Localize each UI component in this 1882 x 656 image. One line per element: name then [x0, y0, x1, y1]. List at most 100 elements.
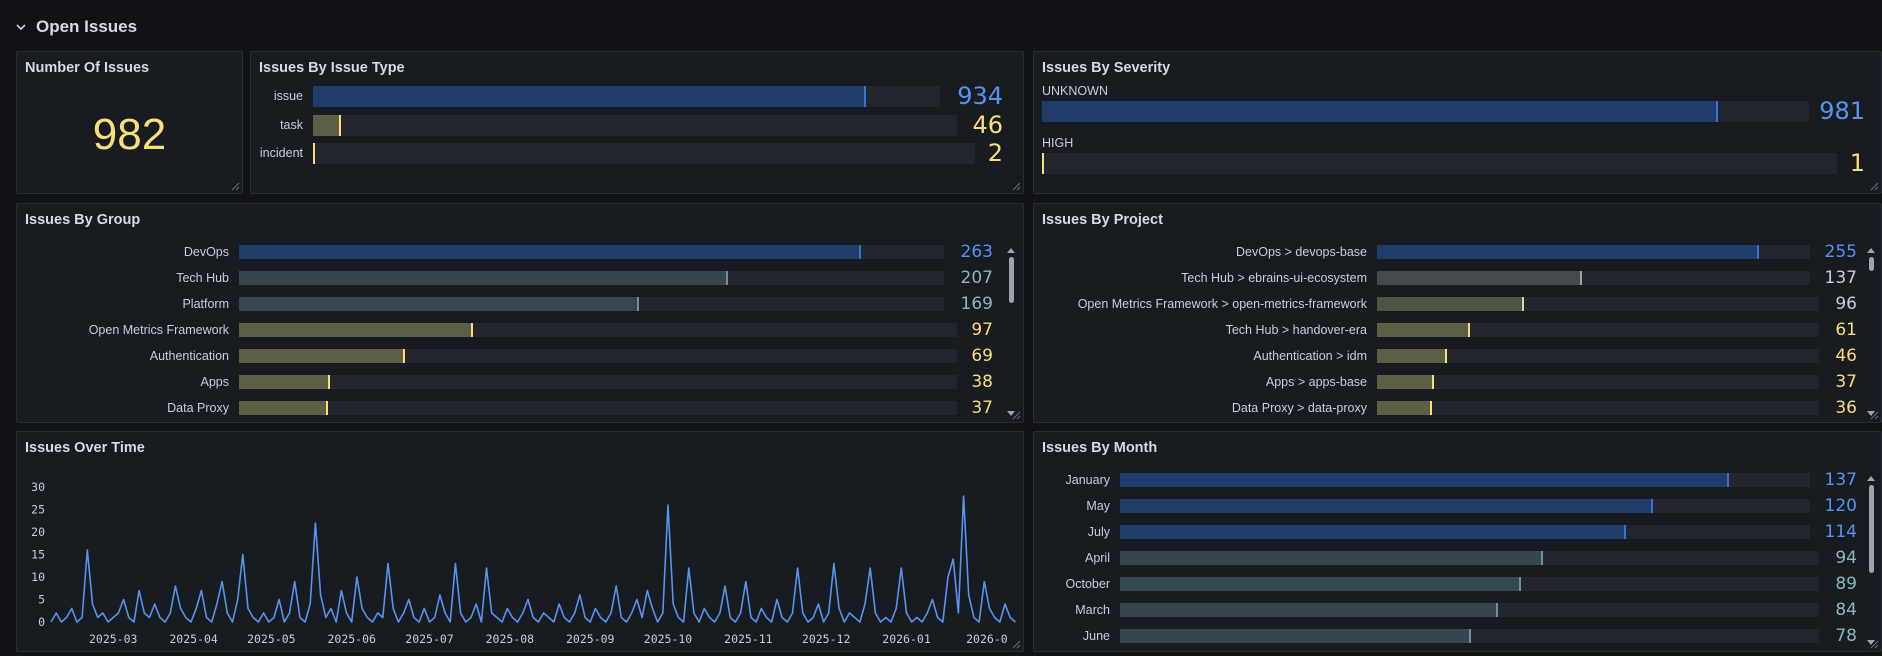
scroll-up-icon[interactable] [1866, 474, 1876, 482]
bar-cap [403, 349, 405, 363]
x-tick-label: 2025-12 [802, 632, 850, 646]
bar-track [1120, 603, 1819, 617]
panel-title: Issues By Month [1042, 440, 1158, 456]
bar-fill [239, 375, 330, 389]
bar-fill [1377, 297, 1524, 311]
bar-value: 255 [1824, 241, 1857, 262]
scroll-thumb[interactable] [1009, 257, 1014, 303]
panel-title: Issues By Issue Type [259, 60, 405, 76]
row-header-open-issues[interactable]: Open Issues [14, 14, 137, 40]
bar-track [1120, 577, 1819, 591]
bar-value: 207 [960, 267, 993, 288]
bar-label: Authentication > idm [1253, 348, 1367, 363]
bar-track [1120, 499, 1810, 513]
resize-handle-icon[interactable] [1012, 640, 1021, 649]
bar-track [1120, 551, 1819, 565]
bar-cap [1727, 473, 1729, 487]
bar-cap [1716, 101, 1718, 122]
bar-cap [1445, 349, 1447, 363]
resize-handle-icon[interactable] [1870, 640, 1879, 649]
scroll-down-icon[interactable] [1866, 410, 1876, 418]
bar-value: 46 [1835, 345, 1857, 366]
bar-value: 94 [1835, 547, 1857, 568]
x-tick-label: 2025-06 [327, 632, 376, 646]
bar-label: March [1075, 602, 1110, 617]
bar-fill [313, 115, 341, 136]
panel-issues-by-severity: Issues By Severity UNKNOWN 981 HIGH 1 [1033, 51, 1882, 194]
bar-label: task [280, 118, 303, 132]
series-line[interactable] [50, 495, 1016, 623]
bar-track [1377, 245, 1810, 259]
bar-cap [1522, 297, 1524, 311]
panel-title: Issues By Severity [1042, 60, 1171, 76]
bar-label: HIGH [1042, 136, 1074, 150]
bar-track [1377, 375, 1819, 389]
bar-track [1042, 101, 1809, 122]
bar-label: Tech Hub > ebrains-ui-ecosystem [1181, 270, 1367, 285]
y-tick-label: 10 [31, 570, 45, 584]
bar-value: 38 [971, 371, 993, 392]
resize-handle-icon[interactable] [1870, 182, 1879, 191]
bar-value: 89 [1835, 573, 1857, 594]
bar-fill [1042, 101, 1718, 122]
bar-label: Platform [182, 296, 229, 311]
bar-label: Open Metrics Framework [88, 322, 229, 337]
x-tick-label: 2025-08 [486, 632, 535, 646]
bar-label: Open Metrics Framework > open-metrics-fr… [1077, 296, 1367, 311]
panel-issues-over-time: Issues Over Time 0 5 10 15 20 25 30 2025-03 2025… [16, 431, 1024, 652]
panel-title: Number Of Issues [25, 60, 150, 76]
bar-fill [1120, 629, 1471, 643]
scroll-thumb[interactable] [1869, 485, 1874, 573]
panel-issues-by-group: Issues By Group DevOps 263 Tech Hub 207 Plat… [16, 203, 1024, 423]
panel-title: Issues By Project [1042, 212, 1163, 228]
bar-fill [1120, 525, 1626, 539]
bar-value: 37 [971, 397, 993, 418]
bar-value: 78 [1835, 625, 1857, 646]
panel-number-of-issues: Number Of Issues 982 [16, 51, 243, 194]
bar-value: 114 [1824, 521, 1857, 542]
x-tick-label: 2026-0 [966, 632, 1008, 646]
bar-fill [313, 86, 866, 107]
bar-fill [1377, 349, 1447, 363]
resize-handle-icon[interactable] [1012, 411, 1021, 420]
bar-value: 981 [1819, 97, 1865, 126]
bar-value: 84 [1835, 599, 1857, 620]
scroll-down-icon[interactable] [1866, 639, 1876, 647]
scroll-thumb[interactable] [1869, 257, 1874, 271]
bar-cap [1651, 499, 1653, 513]
y-tick-label: 5 [38, 593, 45, 607]
scrollbar[interactable] [1866, 474, 1876, 647]
bar-track [1120, 473, 1810, 487]
bar-cap [726, 271, 728, 285]
scroll-up-icon[interactable] [1006, 246, 1016, 254]
bar-value: 934 [957, 82, 1003, 111]
bar-label: May [1086, 498, 1110, 513]
bar-cap [471, 323, 473, 337]
bar-label: October [1065, 576, 1110, 591]
bar-label: UNKNOWN [1042, 84, 1108, 98]
scroll-up-icon[interactable] [1866, 246, 1876, 254]
bar-fill [239, 245, 861, 259]
resize-handle-icon[interactable] [231, 182, 240, 191]
bar-fill [1120, 499, 1653, 513]
bar-label: Apps [200, 374, 230, 389]
bar-cap [637, 297, 639, 311]
bar-cap [1496, 603, 1498, 617]
bar-cap [1757, 245, 1759, 259]
bar-track [239, 401, 957, 415]
resize-handle-icon[interactable] [1870, 411, 1879, 420]
bar-track [313, 86, 940, 107]
bar-value: 1 [1849, 149, 1865, 178]
bar-cap [326, 401, 328, 415]
scrollbar[interactable] [1866, 246, 1876, 418]
bar-label: DevOps [183, 244, 229, 259]
bar-fill [1120, 577, 1521, 591]
bar-cap [1580, 271, 1582, 285]
resize-handle-icon[interactable] [1012, 182, 1021, 191]
scroll-down-icon[interactable] [1006, 410, 1016, 418]
x-tick-label: 2025-11 [724, 632, 773, 646]
bar-cap [1468, 323, 1470, 337]
time-series-chart[interactable]: 0 5 10 15 20 25 30 2025-03 2025-04 2025-05 2025-06… [17, 432, 1024, 652]
bar-label: January [1065, 472, 1110, 487]
scrollbar[interactable] [1006, 246, 1016, 418]
